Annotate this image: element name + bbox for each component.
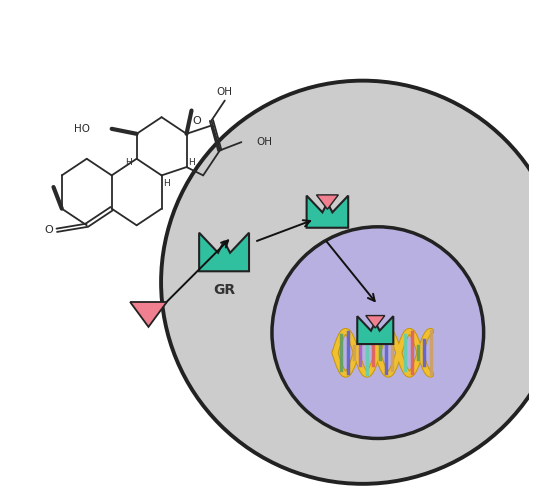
Text: OH: OH [217, 87, 233, 97]
Polygon shape [306, 196, 348, 228]
Polygon shape [366, 316, 385, 328]
Text: OH: OH [257, 137, 273, 147]
Polygon shape [130, 302, 167, 327]
Polygon shape [199, 233, 249, 271]
Circle shape [161, 81, 554, 484]
Polygon shape [357, 316, 393, 344]
Text: H: H [125, 158, 132, 167]
Polygon shape [316, 195, 338, 209]
Text: H: H [163, 179, 170, 188]
Text: H: H [188, 158, 195, 167]
Text: O: O [44, 225, 53, 235]
Text: O: O [193, 115, 202, 125]
Text: HO: HO [74, 124, 90, 134]
Circle shape [272, 227, 484, 438]
Text: GR: GR [213, 283, 235, 297]
